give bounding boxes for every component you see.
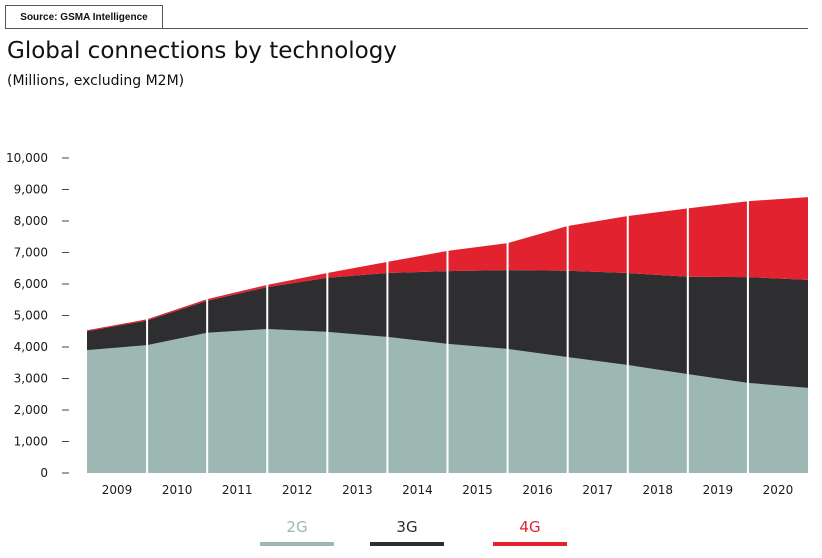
x-tick-label: 2017 [582, 483, 613, 497]
x-tick-label: 2015 [462, 483, 493, 497]
y-tick-label: 4,000 [14, 340, 48, 354]
x-tick-label: 2018 [643, 483, 674, 497]
y-tick-label: 10,000 [6, 151, 48, 165]
y-tick-label: 8,000 [14, 214, 48, 228]
x-tick-label: 2013 [342, 483, 373, 497]
legend-label-3g: 3G [396, 518, 417, 536]
y-tick-label: 9,000 [14, 183, 48, 197]
legend: 2G 3G 4G [260, 518, 567, 546]
header-rule [5, 28, 808, 29]
chart-title: Global connections by technology [7, 38, 397, 64]
legend-label-4g: 4G [519, 518, 540, 536]
x-tick-label: 2014 [402, 483, 433, 497]
chart-subtitle: (Millions, excluding M2M) [7, 73, 185, 89]
y-tick-label: 6,000 [14, 277, 48, 291]
x-tick-label: 2016 [522, 483, 553, 497]
y-tick-label: 2,000 [14, 403, 48, 417]
year-dividers [146, 200, 749, 473]
y-tick-label: 7,000 [14, 246, 48, 260]
legend-swatch-2g [260, 542, 334, 546]
x-tick-label: 2020 [763, 483, 794, 497]
legend-label-2g: 2G [286, 518, 307, 536]
y-tick-label: 3,000 [14, 372, 48, 386]
x-tick-label: 2009 [102, 483, 133, 497]
x-tick-label: 2012 [282, 483, 313, 497]
y-tick-label: 0 [40, 466, 48, 480]
x-tick-label: 2010 [162, 483, 193, 497]
x-axis: 2009 2010 2011 2012 2013 2014 2015 2016 2017 2018… [102, 483, 793, 497]
y-axis: 0 1,000 2,000 3,000 4,000 5,000 6,000 7,000 8,00… [6, 151, 69, 480]
legend-swatch-4g [493, 542, 567, 546]
x-tick-label: 2011 [222, 483, 253, 497]
source-label: Source: GSMA Intelligence [5, 5, 163, 28]
legend-swatch-3g [370, 542, 444, 546]
x-tick-label: 2019 [703, 483, 734, 497]
y-tick-label: 1,000 [14, 435, 48, 449]
y-tick-label: 5,000 [14, 309, 48, 323]
